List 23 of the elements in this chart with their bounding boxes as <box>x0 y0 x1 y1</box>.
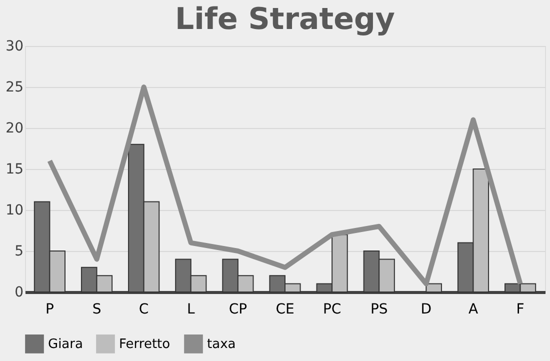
x-tick-label: C <box>138 302 149 318</box>
x-tick-label: S <box>92 302 102 318</box>
x-tick-label: PS <box>370 302 388 318</box>
y-tick-label: 10 <box>6 202 24 218</box>
legend-label: Ferretto <box>119 336 170 352</box>
legend-label: taxa <box>207 336 236 352</box>
x-tick-label: A <box>468 302 478 318</box>
bar <box>426 283 442 292</box>
y-tick-label: 25 <box>6 80 24 96</box>
x-tick-label: PC <box>322 302 342 318</box>
x-tick-label: L <box>186 302 195 318</box>
x-tick-label: CE <box>276 302 294 318</box>
y-tick-label: 5 <box>14 244 24 260</box>
y-tick-label: 30 <box>6 38 24 54</box>
x-tick-label: D <box>420 302 432 318</box>
x-tick-label: CP <box>228 302 248 318</box>
x-tick-label: F <box>516 302 524 318</box>
y-tick-label: 20 <box>6 120 24 136</box>
y-tick-label: 15 <box>6 162 24 178</box>
x-tick-label: P <box>45 302 54 318</box>
legend-label: Giara <box>48 336 83 352</box>
chart-title: Life Strategy <box>175 2 396 37</box>
y-tick-label: 0 <box>14 284 24 300</box>
